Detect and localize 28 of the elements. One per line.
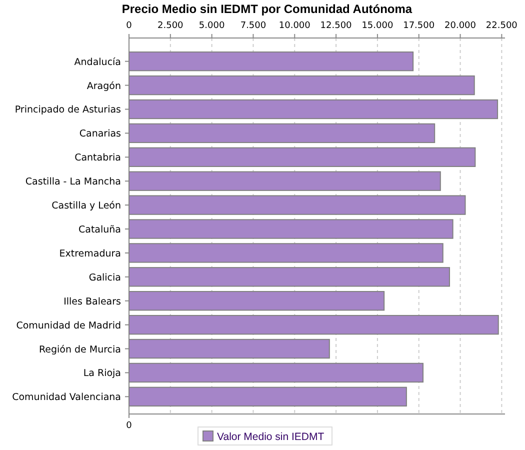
y-tick-label: Aragón (86, 80, 121, 92)
x-tick-label: 0 (126, 21, 132, 31)
y-tick-label: Cataluña (78, 224, 121, 236)
legend-label: Valor Medio sin IEDMT (217, 431, 325, 443)
y-tick-label: Comunidad de Madrid (16, 320, 121, 332)
x-tick-label: 10.000 (278, 21, 311, 31)
x-tick-label: 7.500 (240, 21, 266, 31)
y-tick-label: Principado de Asturias (14, 104, 122, 116)
x-tick-label: 20.000 (444, 21, 476, 31)
x-tick-label: 22.500 (486, 21, 518, 31)
y-tick-label: Castilla y León (52, 200, 121, 212)
chart-title: Precio Medio sin IEDMT por Comunidad Autónoma (122, 2, 412, 16)
y-tick-label: Illes Balears (64, 296, 122, 308)
y-tick-label: Castilla - La Mancha (25, 176, 121, 188)
x-tick-label: 17.500 (403, 21, 435, 31)
text: 0 (126, 421, 132, 431)
y-tick-label: Galicia (88, 272, 121, 284)
y-tick-label: Extremadura (59, 248, 121, 260)
y-tick-label: Andalucía (74, 56, 121, 68)
x-tick-label: 12.500 (320, 21, 352, 31)
x-tick-label: 15.000 (362, 21, 394, 31)
y-tick-label: Cantabria (74, 152, 121, 164)
x-tick-label: 5.000 (198, 21, 225, 31)
y-tick-label: Canarias (79, 128, 122, 140)
y-tick-label: Región de Murcia (38, 344, 121, 356)
x-tick-label: 2.500 (158, 21, 184, 31)
y-tick-label: La Rioja (83, 368, 121, 380)
y-tick-label: Comunidad Valenciana (12, 392, 121, 404)
